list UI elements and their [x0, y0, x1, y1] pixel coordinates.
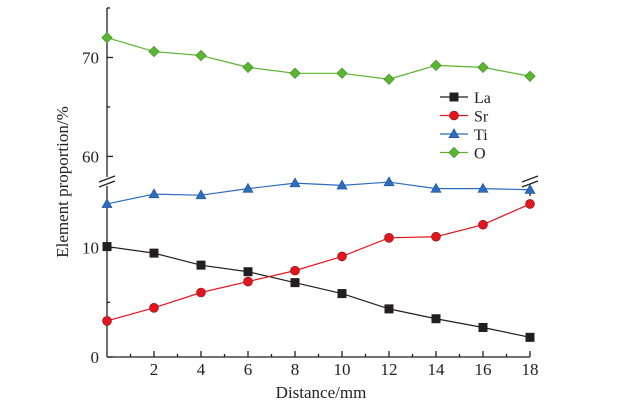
x-tick-label: 18 — [522, 360, 539, 379]
axis-break-mark-left — [98, 175, 116, 183]
x-tick-label: 4 — [197, 360, 206, 379]
series-Sr — [102, 199, 535, 326]
data-point — [430, 59, 442, 72]
data-point — [196, 260, 206, 270]
data-point — [384, 233, 394, 243]
data-point — [383, 73, 395, 85]
data-point — [196, 287, 206, 298]
data-point — [524, 70, 536, 82]
data-point — [525, 332, 535, 342]
data-point — [337, 251, 347, 262]
y-tick-label: 70 — [82, 48, 99, 67]
series-layer — [101, 32, 536, 342]
data-point — [290, 278, 300, 288]
legend-marker — [449, 110, 459, 121]
data-point — [243, 267, 253, 277]
data-point — [524, 183, 536, 194]
data-point — [478, 219, 488, 230]
legend-item-Ti: Ti — [440, 127, 488, 144]
data-point — [289, 67, 301, 79]
legend-item-O: O — [440, 146, 486, 163]
data-point — [102, 316, 112, 326]
x-tick-label: 16 — [475, 360, 492, 379]
x-tick-label: 14 — [428, 360, 446, 379]
legend-item-Sr: Sr — [440, 109, 489, 126]
series-La — [102, 242, 535, 342]
y-axis-label: Element proportion/% — [53, 106, 72, 258]
y-tick-label: 60 — [82, 147, 99, 166]
data-point — [431, 314, 441, 324]
legend-label: La — [474, 90, 491, 107]
data-point — [290, 265, 300, 276]
series-line — [106, 181, 531, 205]
x-axis-label: Distance/mm — [276, 383, 367, 402]
data-point — [478, 322, 488, 332]
legend-marker — [448, 128, 460, 138]
legend-marker — [448, 146, 460, 159]
data-point — [195, 189, 207, 200]
series-line — [106, 245, 531, 338]
x-tick-label: 12 — [381, 360, 398, 379]
y-tick-label: 10 — [82, 239, 99, 258]
y-tick-label: 0 — [91, 348, 100, 367]
legend-label: O — [474, 146, 486, 163]
axis-break-mark-left — [98, 180, 116, 188]
legend-item-La: La — [440, 90, 491, 107]
data-point — [149, 248, 159, 258]
x-tick-label: 2 — [150, 360, 159, 379]
data-point — [430, 182, 442, 193]
legend-label: Ti — [474, 127, 488, 144]
series-Ti — [101, 176, 536, 208]
data-point — [384, 304, 394, 314]
data-point — [477, 61, 489, 73]
data-point — [243, 276, 253, 287]
data-point — [289, 177, 301, 188]
data-point — [242, 61, 254, 73]
data-point — [336, 67, 348, 79]
data-point — [242, 182, 254, 193]
data-point — [149, 302, 159, 313]
data-point — [337, 289, 347, 299]
data-point — [195, 49, 207, 62]
data-point — [431, 231, 441, 242]
data-point — [101, 198, 113, 208]
legend-marker — [449, 92, 459, 102]
legend-label: Sr — [474, 109, 489, 126]
data-point — [525, 199, 535, 209]
data-point — [101, 32, 113, 44]
series-line — [106, 203, 531, 322]
data-point — [383, 176, 395, 187]
data-point — [148, 188, 160, 199]
data-point — [477, 182, 489, 193]
series-O — [101, 32, 536, 85]
data-point — [148, 45, 160, 58]
data-point — [102, 242, 112, 252]
data-point — [336, 179, 348, 190]
axes: 2 4 6 8 10 12 14 16 18 0 10 60 70 — [82, 7, 539, 379]
x-tick-label: 10 — [334, 360, 351, 379]
x-tick-label: 8 — [291, 360, 300, 379]
x-tick-label: 6 — [244, 360, 253, 379]
series-line — [106, 37, 531, 80]
axis-break-mark-right — [521, 175, 539, 183]
